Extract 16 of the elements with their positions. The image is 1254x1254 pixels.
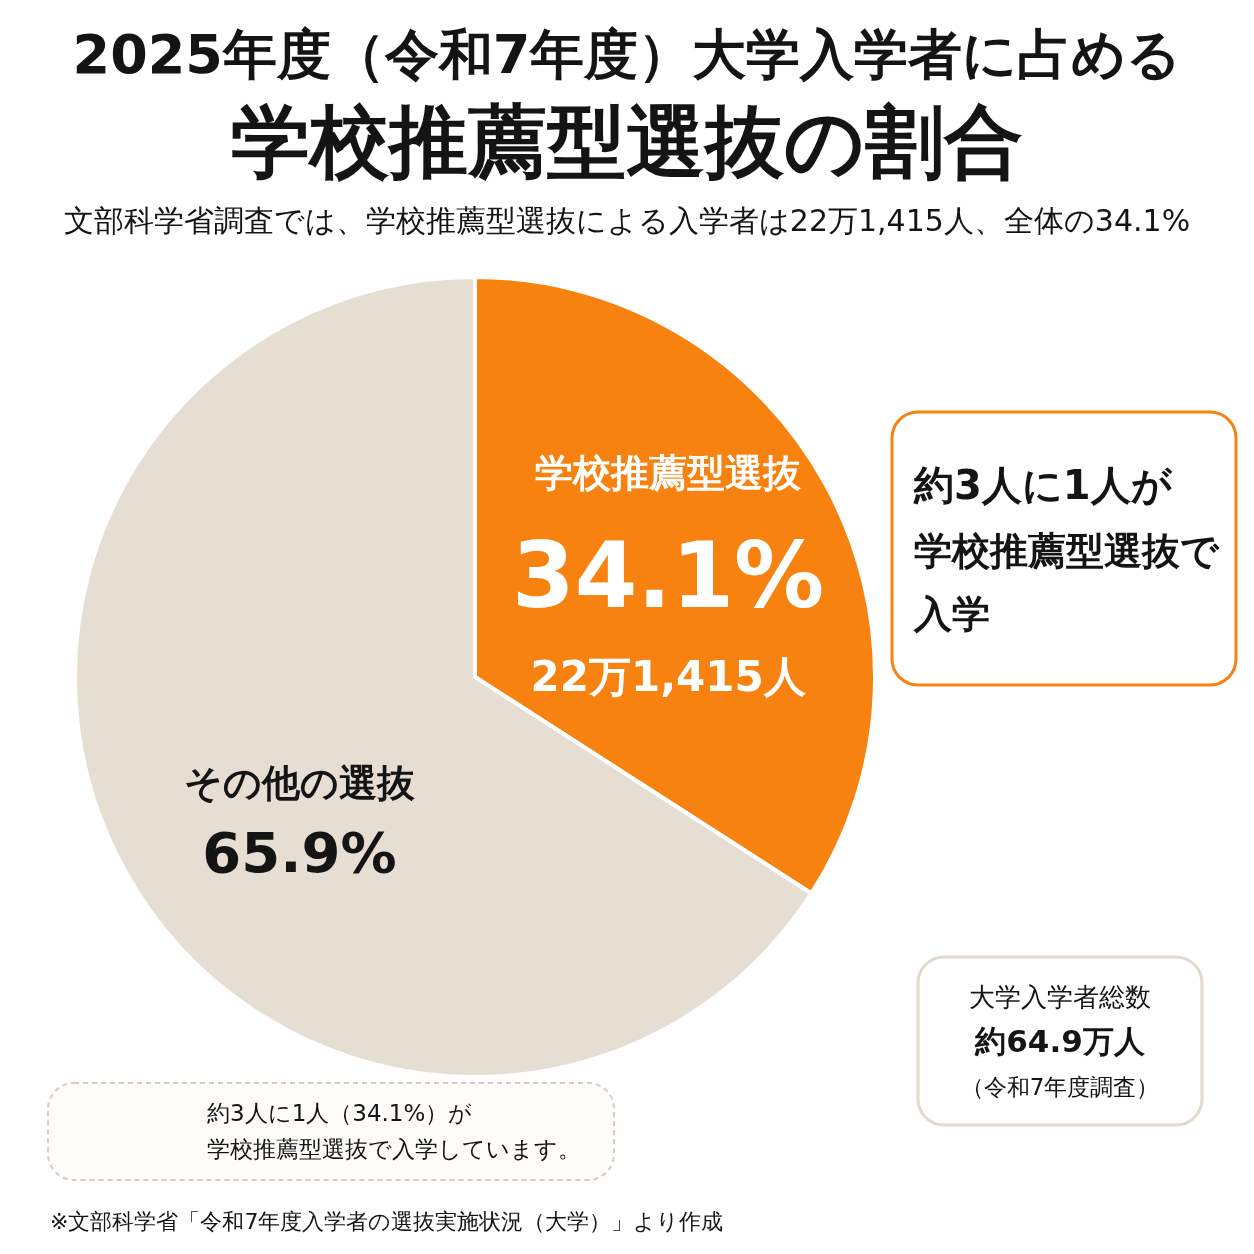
data-label: 65.9% — [202, 819, 397, 885]
text: 学校推薦型選抜で入学しています。 — [207, 1136, 581, 1162]
text: ※文部科学省「令和7年度入学者の選抜実施状況（大学）」より作成 — [50, 1209, 724, 1234]
text: 約3人に1人（34.1%）が — [207, 1100, 473, 1126]
text: 学校推薦型選抜で — [914, 529, 1220, 573]
slice-label: その他の選抜 — [183, 760, 416, 805]
chart-title: 2025年度（令和7年度）大学入学者に占める学校推薦型選抜の割合 — [72, 23, 1182, 188]
slice-label: 学校推薦型選抜 — [535, 450, 803, 495]
text: 入学 — [913, 592, 990, 636]
chart-subtitle: 文部科学省調査では、学校推薦型選抜による入学者は22万1,415人、全体の34.1% — [63, 203, 1191, 238]
text: 大学入学者総数 — [969, 982, 1151, 1012]
text: （令和7年度調査） — [960, 1074, 1160, 1100]
text: 22万1,415人 — [530, 651, 806, 701]
text: 約64.9万人 — [974, 1023, 1146, 1059]
data-label: 34.1% — [512, 522, 825, 628]
text: 約3人に1人が — [913, 462, 1173, 508]
